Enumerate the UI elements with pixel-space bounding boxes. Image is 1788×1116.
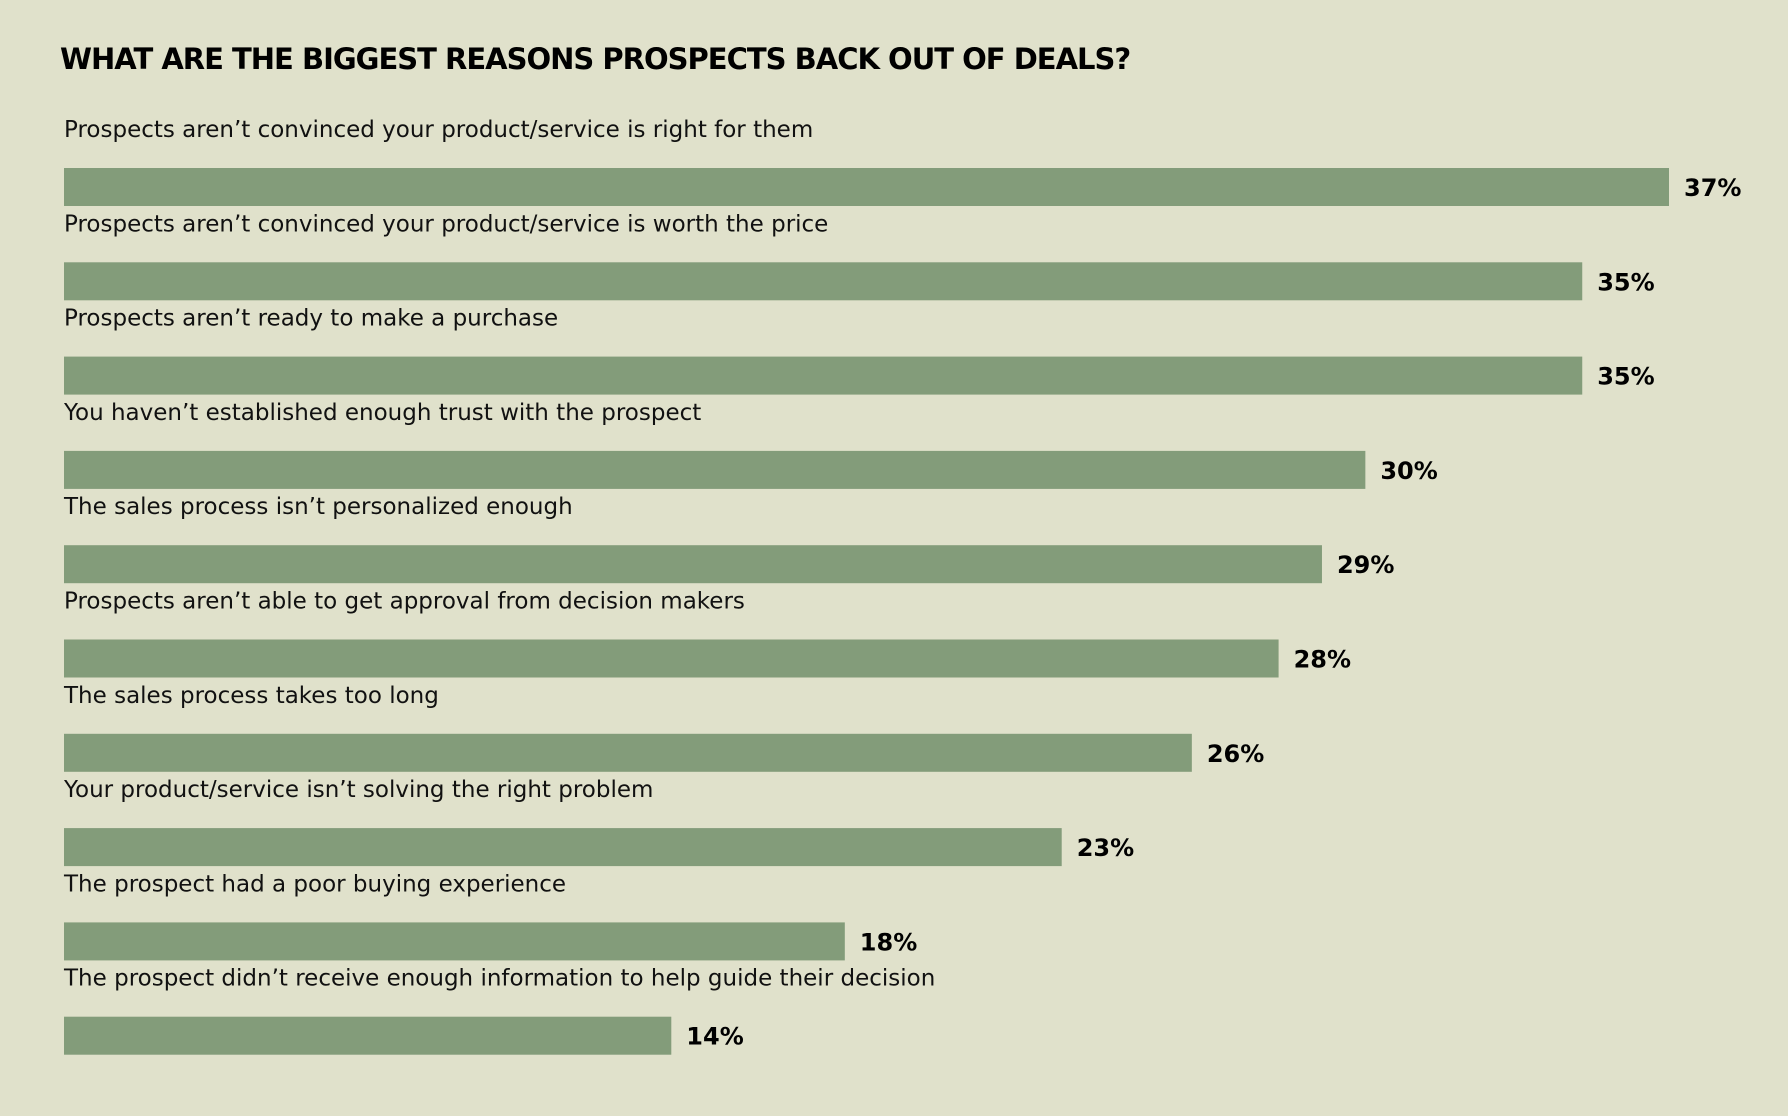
category-label: The prospect had a poor buying experienc… <box>63 871 566 897</box>
bar <box>64 356 1583 395</box>
category-label: The sales process takes too long <box>63 683 439 709</box>
chart-title: WHAT ARE THE BIGGEST REASONS PROSPECTS B… <box>60 42 1131 76</box>
value-label: 29% <box>1337 551 1394 579</box>
bar <box>64 545 1322 584</box>
category-label: Your product/service isn’t solving the r… <box>63 777 653 803</box>
bar <box>64 262 1583 301</box>
bar <box>64 639 1279 678</box>
bar <box>64 450 1366 489</box>
bar <box>64 828 1062 867</box>
value-label: 23% <box>1077 834 1134 862</box>
category-label: The sales process isn’t personalized eno… <box>63 494 573 520</box>
category-label: Prospects aren’t able to get approval fr… <box>64 589 745 615</box>
bar <box>64 733 1192 772</box>
bar <box>64 1016 672 1055</box>
category-label: Prospects aren’t ready to make a purchas… <box>64 306 558 332</box>
value-label: 26% <box>1207 740 1264 768</box>
category-label: Prospects aren’t convinced your product/… <box>64 211 828 237</box>
bar <box>64 168 1669 206</box>
value-label: 28% <box>1294 646 1351 674</box>
category-label: Prospects aren’t convinced your product/… <box>64 117 813 143</box>
bar <box>64 922 845 961</box>
value-label: 14% <box>686 1023 743 1051</box>
value-label: 30% <box>1380 457 1437 485</box>
value-label: 18% <box>860 928 917 956</box>
value-label: 35% <box>1597 363 1654 391</box>
category-label: You haven’t established enough trust wit… <box>63 400 701 426</box>
value-label: 37% <box>1684 174 1741 202</box>
category-label: The prospect didn’t receive enough infor… <box>63 966 935 992</box>
value-label: 35% <box>1597 268 1654 296</box>
